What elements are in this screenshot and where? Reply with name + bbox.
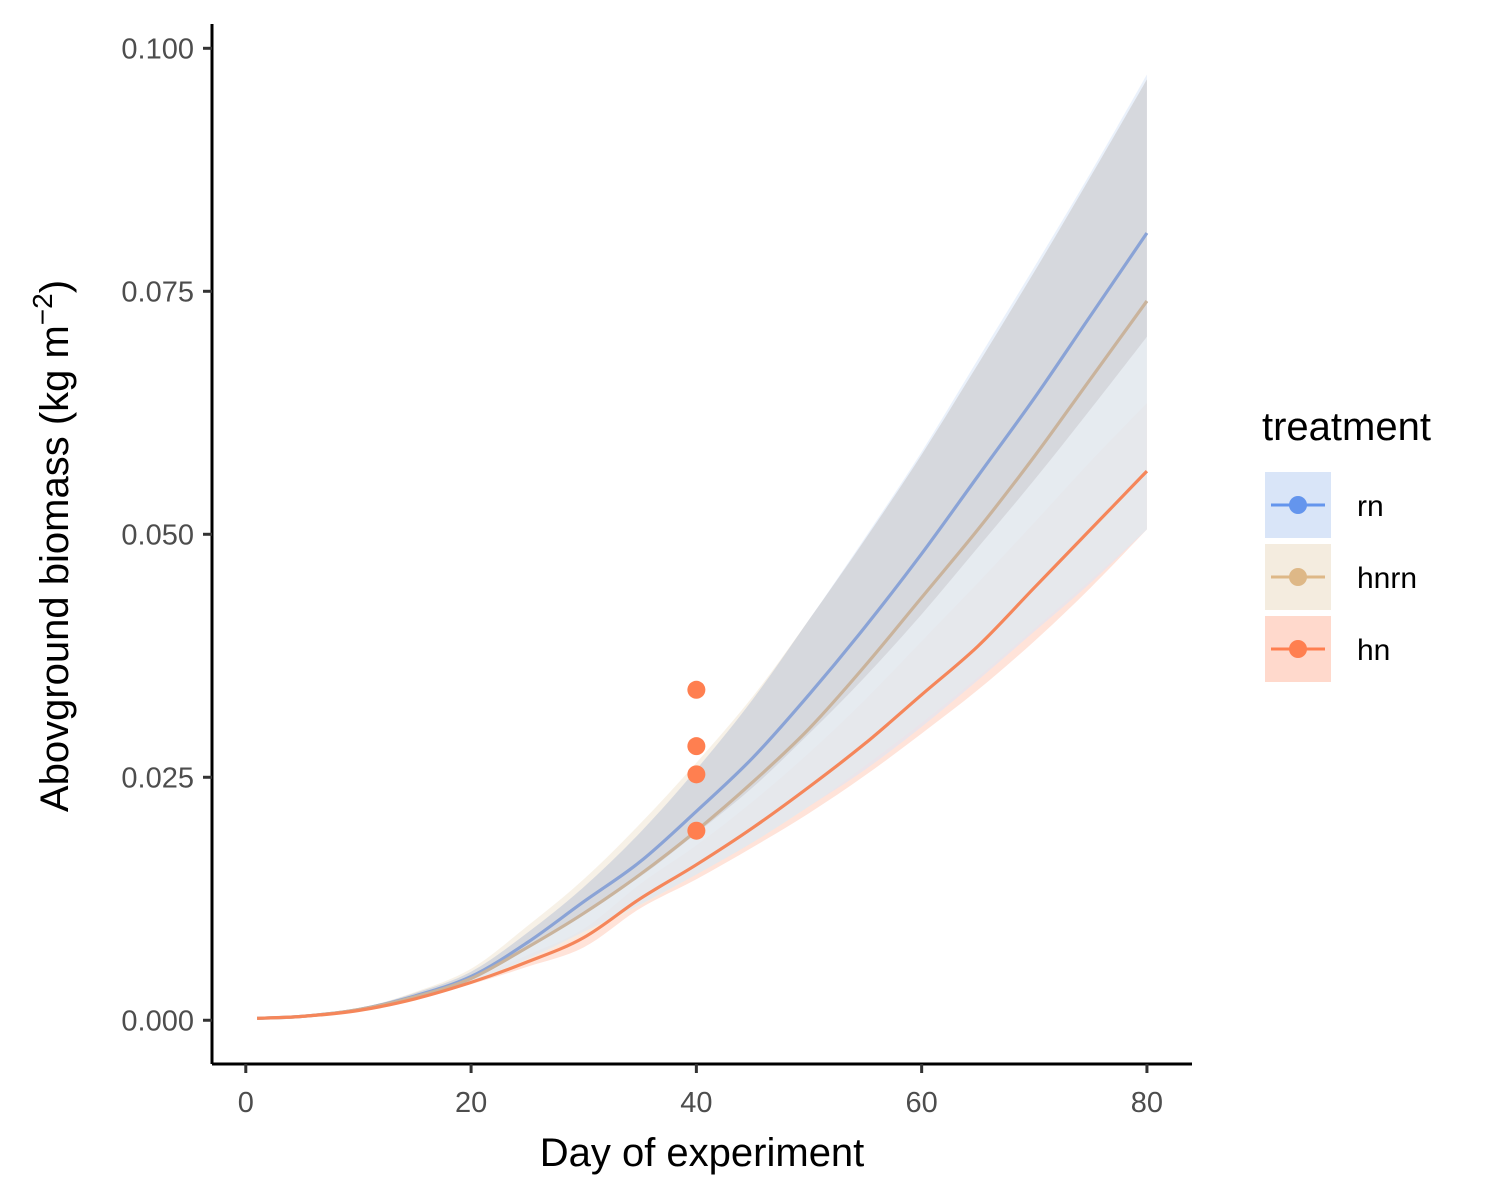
x-tick-label: 80 <box>1131 1087 1163 1119</box>
band-overlap <box>257 79 1147 1019</box>
series-lines <box>257 232 1149 1020</box>
legend-title: treatment <box>1262 405 1431 449</box>
x-tick-label: 20 <box>455 1087 487 1119</box>
legend-label-hnrn: hnrn <box>1357 562 1417 595</box>
legend-label-hn: hn <box>1357 634 1390 667</box>
y-tick-label: 0.100 <box>121 33 194 65</box>
legend-key-point <box>1289 640 1307 658</box>
y-tick-label: 0.075 <box>121 276 194 308</box>
line-hn <box>257 469 1149 1020</box>
line-hnrn <box>257 300 1149 1020</box>
data-point <box>687 737 706 756</box>
y-tick-label: 0.000 <box>121 1005 194 1037</box>
y-axis-title: Abovground biomass (kg m−2) <box>27 280 77 812</box>
x-tick-label: 60 <box>906 1087 938 1119</box>
x-tick-label: 40 <box>680 1087 712 1119</box>
legend-label-rn: rn <box>1357 490 1384 523</box>
confidence-bands <box>257 74 1147 1019</box>
legend-key-point <box>1289 568 1307 586</box>
data-point <box>687 765 706 784</box>
data-point <box>687 680 706 699</box>
band-rn <box>257 74 1147 1019</box>
y-axis-title-close: ) <box>33 280 77 293</box>
y-axis-title-superscript: −2 <box>27 293 58 325</box>
y-tick-label: 0.050 <box>121 519 194 551</box>
axes: 0.000 0.025 0.050 0.075 0.100 0 20 40 60 80 <box>121 24 1192 1119</box>
y-axis-title-main: Abovground biomass (kg m <box>33 325 77 812</box>
legend-key-point <box>1289 496 1307 514</box>
legend: rn hnrn hn <box>1265 472 1417 682</box>
observed-points <box>687 680 706 840</box>
data-point <box>687 821 706 840</box>
x-axis-title: Day of experiment <box>540 1131 865 1175</box>
x-tick-label: 0 <box>238 1087 254 1119</box>
y-tick-label: 0.025 <box>121 762 194 794</box>
